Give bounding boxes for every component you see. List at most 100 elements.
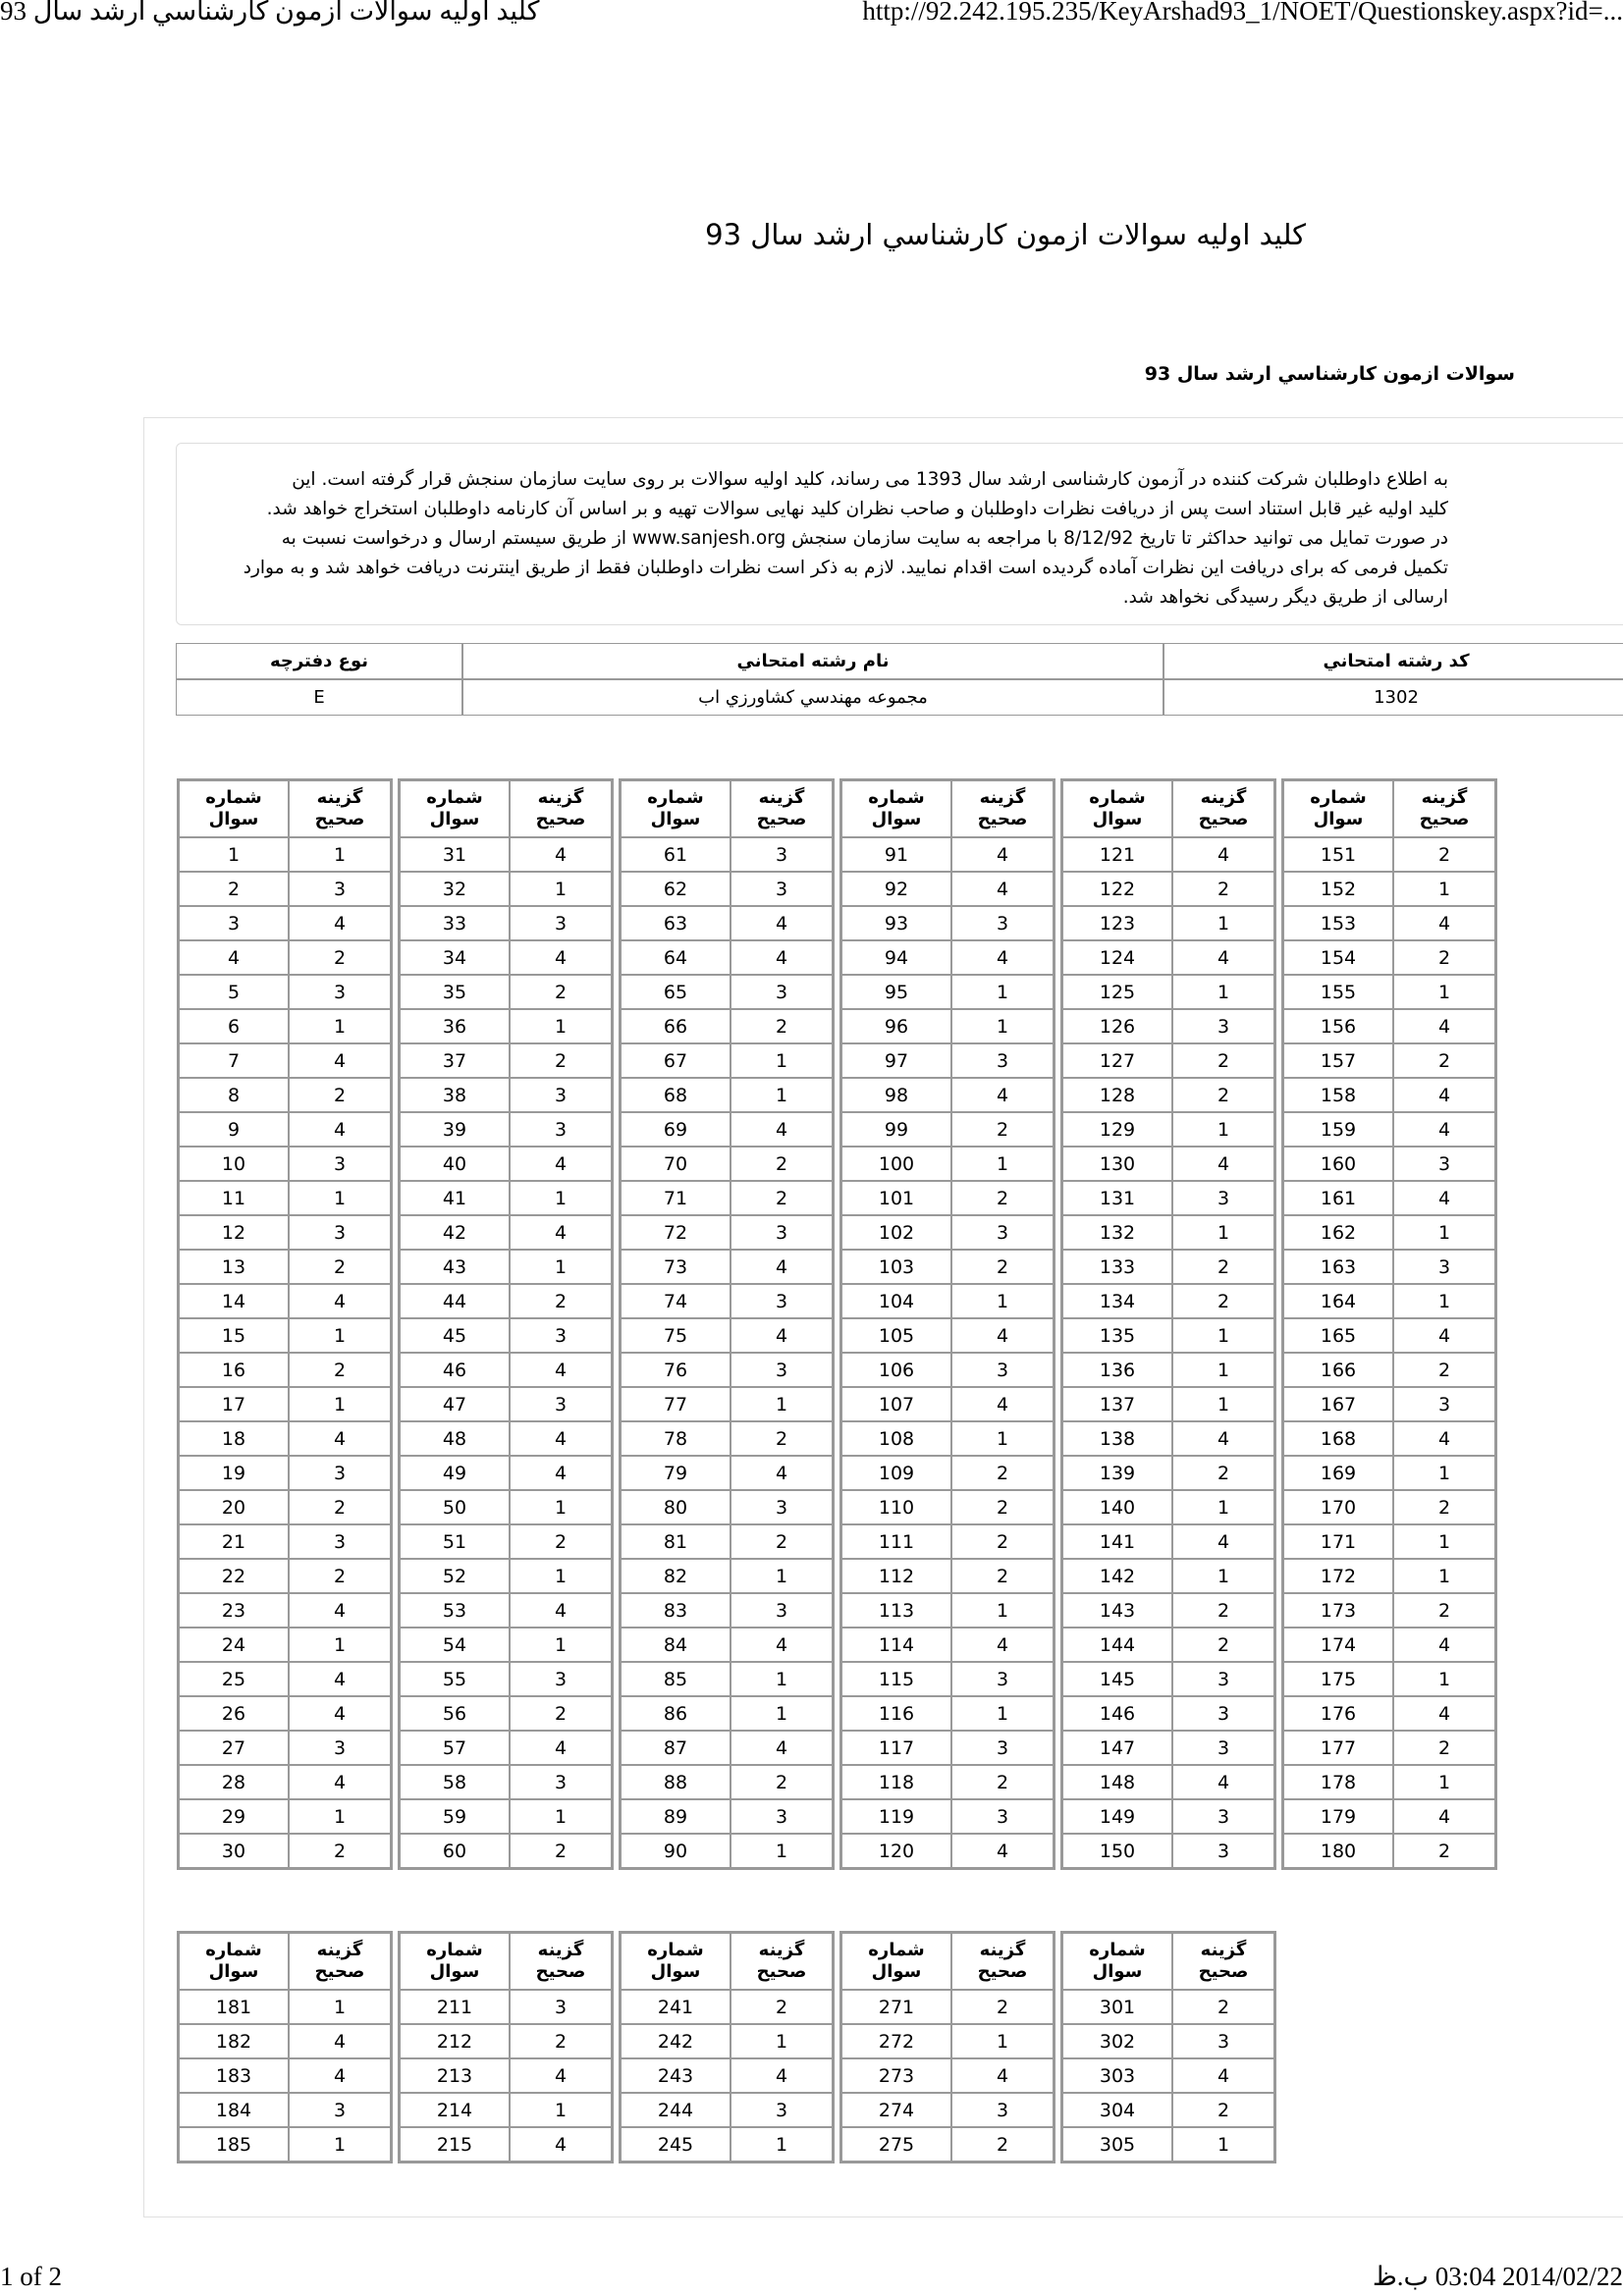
correct-answer: 2 bbox=[289, 940, 391, 975]
question-number: 40 bbox=[400, 1147, 510, 1181]
table-row: 104 1 bbox=[841, 1284, 1054, 1318]
table-row: 97 3 bbox=[841, 1043, 1054, 1078]
correct-answer: 3 bbox=[951, 906, 1054, 940]
table-row: 112 2 bbox=[841, 1559, 1054, 1593]
correct-answer: 4 bbox=[730, 1112, 833, 1147]
question-number: 161 bbox=[1283, 1181, 1393, 1215]
table-row: 45 3 bbox=[400, 1318, 612, 1353]
question-number: 95 bbox=[841, 975, 951, 1009]
table-row: 32 1 bbox=[400, 872, 612, 906]
table-row: 156 4 bbox=[1283, 1009, 1495, 1043]
correct-answer: 3 bbox=[510, 1990, 612, 2024]
question-number: 44 bbox=[400, 1284, 510, 1318]
correct-answer: 4 bbox=[1172, 1524, 1274, 1559]
question-number: 274 bbox=[841, 2093, 951, 2127]
table-row: 113 1 bbox=[841, 1593, 1054, 1628]
question-number: 185 bbox=[179, 2127, 289, 2162]
table-row: 82 1 bbox=[621, 1559, 833, 1593]
correct-answer: 4 bbox=[289, 1112, 391, 1147]
table-row: 63 4 bbox=[621, 906, 833, 940]
question-number: 136 bbox=[1062, 1353, 1172, 1387]
table-row: 68 1 bbox=[621, 1078, 833, 1112]
correct-answer: 1 bbox=[1393, 1456, 1495, 1490]
question-number: 305 bbox=[1062, 2127, 1172, 2162]
question-number: 78 bbox=[621, 1421, 730, 1456]
correct-answer: 3 bbox=[951, 1799, 1054, 1834]
question-number: 65 bbox=[621, 975, 730, 1009]
question-number: 71 bbox=[621, 1181, 730, 1215]
table-row: 116 1 bbox=[841, 1696, 1054, 1731]
question-number: 26 bbox=[179, 1696, 289, 1731]
correct-answer: 2 bbox=[730, 1147, 833, 1181]
correct-answer: 4 bbox=[951, 2058, 1054, 2093]
question-number: 134 bbox=[1062, 1284, 1172, 1318]
question-number: 12 bbox=[179, 1215, 289, 1250]
question-number: 97 bbox=[841, 1043, 951, 1078]
question-number: 62 bbox=[621, 872, 730, 906]
table-row: 129 1 bbox=[1062, 1112, 1274, 1147]
field-code-header: كد رشته امتحاني bbox=[1163, 643, 1623, 679]
table-row: 83 3 bbox=[621, 1593, 833, 1628]
table-row: 93 3 bbox=[841, 906, 1054, 940]
correct-answer-header: گزينه صحيح bbox=[730, 780, 833, 837]
question-number: 91 bbox=[841, 837, 951, 872]
table-row: 55 3 bbox=[400, 1662, 612, 1696]
table-row: 173 2 bbox=[1283, 1593, 1495, 1628]
answer-key-table: شماره سوال گزينه صحيح 181 1 182 4 183 4 184 3 185 1 bbox=[177, 1931, 393, 2163]
question-number: 138 bbox=[1062, 1421, 1172, 1456]
question-number: 79 bbox=[621, 1456, 730, 1490]
table-row: 179 4 bbox=[1283, 1799, 1495, 1834]
answer-key-table: شماره سوال گزينه صحيح 1 1 2 3 3 4 4 2 5 3 6 1 7 4 8 2 9 4 10 3 1… bbox=[177, 778, 393, 1870]
table-row: 159 4 bbox=[1283, 1112, 1495, 1147]
correct-answer: 1 bbox=[289, 1387, 391, 1421]
header-line: گزينه bbox=[1200, 1940, 1247, 1960]
question-number: 176 bbox=[1283, 1696, 1393, 1731]
table-row: 48 4 bbox=[400, 1421, 612, 1456]
correct-answer: 1 bbox=[510, 1628, 612, 1662]
correct-answer: 3 bbox=[289, 872, 391, 906]
correct-answer: 3 bbox=[289, 1524, 391, 1559]
question-number: 108 bbox=[841, 1421, 951, 1456]
correct-answer: 3 bbox=[289, 1215, 391, 1250]
table-row: 91 4 bbox=[841, 837, 1054, 872]
correct-answer: 3 bbox=[730, 1215, 833, 1250]
answer-key-table: شماره سوال گزينه صحيح 121 4 122 2 123 1 124 4 125 1 12… bbox=[1060, 778, 1276, 1870]
question-number: 53 bbox=[400, 1593, 510, 1628]
question-number: 130 bbox=[1062, 1147, 1172, 1181]
question-number: 90 bbox=[621, 1834, 730, 1868]
correct-answer-header: گزينه صحيح bbox=[510, 780, 612, 837]
correct-answer: 1 bbox=[289, 1181, 391, 1215]
correct-answer: 1 bbox=[289, 1990, 391, 2024]
correct-answer: 4 bbox=[951, 1078, 1054, 1112]
table-row: 160 3 bbox=[1283, 1147, 1495, 1181]
correct-answer: 4 bbox=[1172, 1147, 1274, 1181]
correct-answer: 2 bbox=[510, 1524, 612, 1559]
question-number: 5 bbox=[179, 975, 289, 1009]
question-number: 37 bbox=[400, 1043, 510, 1078]
table-row: 47 3 bbox=[400, 1387, 612, 1421]
table-row: 140 1 bbox=[1062, 1490, 1274, 1524]
table-row: 243 4 bbox=[621, 2058, 833, 2093]
correct-answer: 3 bbox=[730, 1490, 833, 1524]
correct-answer: 1 bbox=[730, 1043, 833, 1078]
correct-answer: 2 bbox=[951, 1490, 1054, 1524]
table-row: 42 4 bbox=[400, 1215, 612, 1250]
correct-answer: 2 bbox=[1393, 1043, 1495, 1078]
correct-answer: 4 bbox=[1393, 906, 1495, 940]
question-number: 98 bbox=[841, 1078, 951, 1112]
header-line: سوال bbox=[650, 809, 701, 829]
header-line: شماره bbox=[426, 787, 483, 808]
correct-answer: 4 bbox=[510, 1215, 612, 1250]
answer-key-table: شماره سوال گزينه صحيح 61 3 62 3 63 4 64 4 65 3 66 2 67 1 6… bbox=[619, 778, 835, 1870]
question-number: 3 bbox=[179, 906, 289, 940]
correct-answer: 2 bbox=[289, 1353, 391, 1387]
table-row: 148 4 bbox=[1062, 1765, 1274, 1799]
correct-answer: 4 bbox=[510, 1421, 612, 1456]
question-number: 149 bbox=[1062, 1799, 1172, 1834]
header-line: شماره bbox=[1089, 787, 1146, 808]
header-line: گزينه bbox=[1421, 787, 1468, 808]
question-number: 132 bbox=[1062, 1215, 1172, 1250]
question-number: 49 bbox=[400, 1456, 510, 1490]
table-row: 121 4 bbox=[1062, 837, 1274, 872]
